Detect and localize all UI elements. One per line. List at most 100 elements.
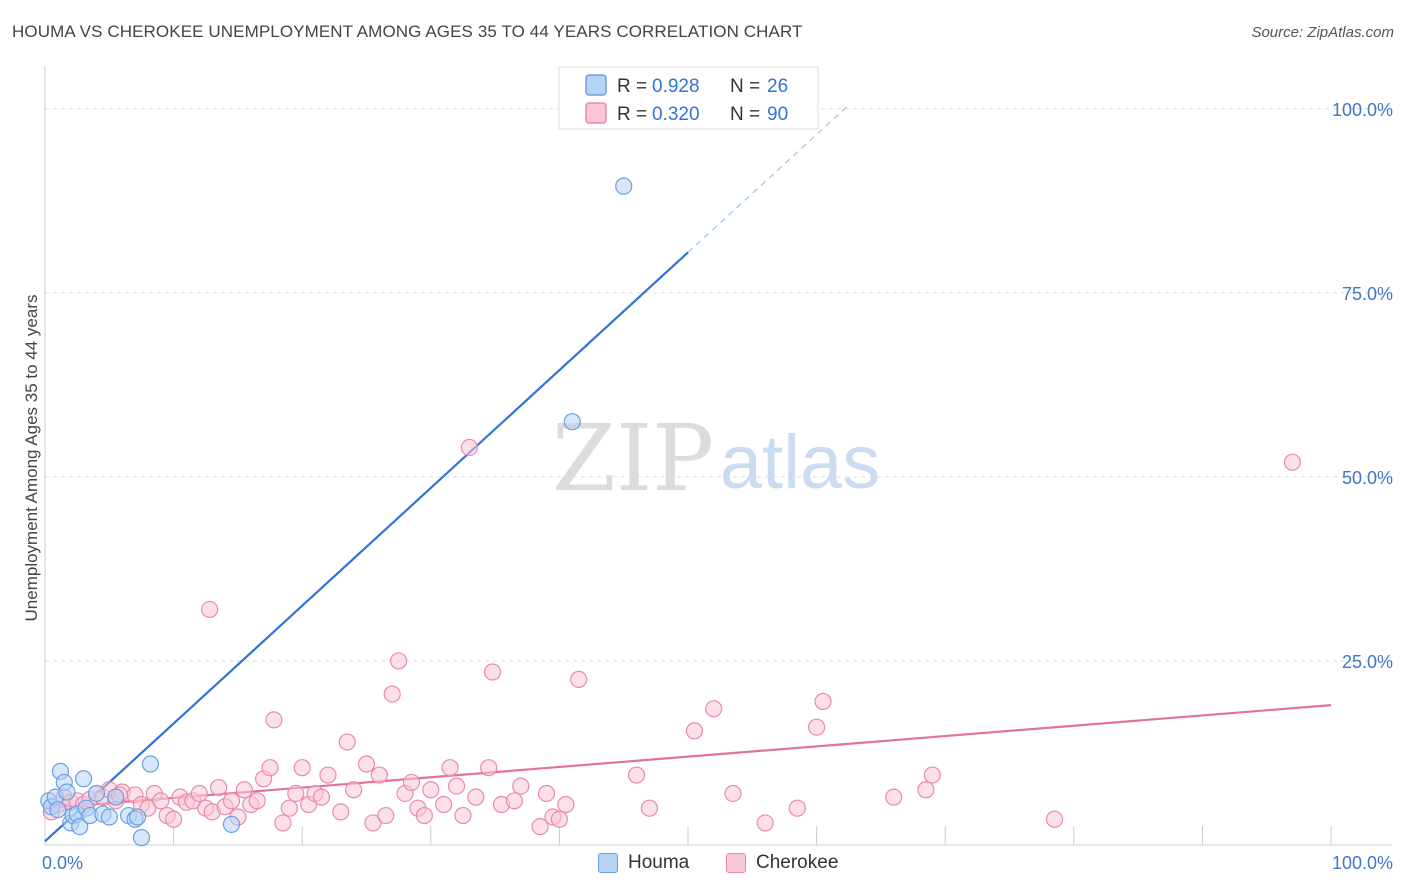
cherokee-point (265, 711, 283, 729)
houma-point (71, 817, 89, 836)
cherokee-point (885, 788, 903, 806)
cherokee-point (338, 733, 356, 751)
legend-r-label: R = (617, 76, 647, 97)
houma-point (222, 815, 241, 833)
houma-trend-line (44, 251, 689, 843)
legend-item-cherokee: Cherokee (726, 852, 838, 874)
cherokee-point (235, 781, 253, 799)
cherokee-point (447, 777, 466, 795)
houma-swatch (598, 853, 618, 873)
watermark: ZIP atlas (552, 405, 880, 512)
cherokee-point (483, 663, 502, 681)
cherokee-point (261, 759, 279, 777)
cherokee-point (293, 759, 311, 777)
cherokee-point (248, 792, 266, 810)
houma-point (107, 788, 125, 806)
cherokee-point (460, 438, 478, 457)
x-tick-label: 0.0% (42, 853, 83, 873)
cherokee-point (370, 766, 388, 784)
cherokee-point (280, 799, 298, 817)
cherokee-point (454, 806, 472, 825)
houma-point (58, 783, 76, 801)
houma-label: Houma (628, 852, 690, 873)
legend-n-value: 90 (767, 104, 788, 125)
cherokee-point (467, 788, 485, 806)
y-axis-label: Unemployment Among Ages 35 to 44 years (22, 295, 41, 622)
legend-r-label: R = (617, 104, 647, 125)
cherokee-point (152, 792, 170, 810)
y-tick-label: 50.0% (1342, 468, 1393, 488)
watermark-atlas: atlas (720, 420, 881, 505)
cherokee-point (705, 700, 723, 718)
cherokee-point (441, 759, 459, 777)
legend-n-label: N = (730, 104, 760, 125)
x-tick-label: 100.0% (1332, 853, 1393, 873)
cherokee-point (756, 814, 774, 832)
cherokee-point (685, 722, 704, 740)
cherokee-point (435, 795, 453, 814)
grid-layer (45, 108, 1392, 662)
cherokee-trend-line (44, 704, 1332, 810)
houma-trend-extension (687, 104, 850, 253)
cherokee-point (402, 773, 421, 792)
legend-item-houma: Houma (598, 852, 689, 874)
chart-title: HOUMA VS CHEROKEE UNEMPLOYMENT AMONG AGE… (12, 22, 803, 41)
cherokee-point (287, 784, 305, 803)
cherokee-point (814, 692, 832, 711)
cherokee-point (345, 781, 363, 799)
cherokee-point (274, 814, 292, 832)
cherokee-point (724, 784, 742, 803)
houma-point (87, 784, 106, 803)
cherokee-point (364, 814, 382, 832)
cherokee-point (201, 600, 219, 619)
legend-swatch-cherokee (585, 102, 607, 124)
cherokee-point (480, 759, 498, 777)
cherokee-label: Cherokee (756, 852, 839, 873)
legend-swatch-houma (585, 74, 607, 96)
cherokee-point (505, 792, 523, 810)
legend-r-value: 0.320 (652, 104, 700, 125)
cherokee-point (332, 803, 350, 821)
cherokee-point (1045, 810, 1064, 828)
cherokee-point (319, 766, 337, 784)
legend-r-value: 0.928 (652, 76, 700, 97)
houma-point (49, 801, 67, 819)
tick-labels: 25.0% 50.0% 75.0% 100.0% 0.0% 100.0% (42, 100, 1393, 873)
cherokee-point (165, 810, 183, 828)
trend-lines (44, 104, 1332, 843)
legend-n-label: N = (730, 76, 760, 97)
cherokee-point (531, 817, 549, 836)
cherokee-point (627, 766, 646, 784)
data-points (40, 177, 1302, 847)
houma-point (141, 755, 160, 773)
cherokee-point (917, 781, 935, 799)
cherokee-point (357, 755, 376, 773)
houma-point (132, 829, 151, 847)
cherokee-point (923, 766, 941, 784)
y-tick-label: 100.0% (1332, 100, 1393, 120)
source-label: Source: ZipAtlas.com (1251, 24, 1394, 41)
houma-point (128, 808, 147, 826)
cherokee-point (557, 795, 575, 814)
y-tick-label: 25.0% (1342, 652, 1393, 672)
cherokee-point (422, 781, 440, 799)
cherokee-point (222, 792, 241, 810)
cherokee-point (210, 778, 228, 797)
cherokee-point (640, 799, 659, 817)
legend-n-value: 26 (767, 76, 788, 97)
cherokee-point (570, 670, 588, 688)
cherokee-point (312, 788, 331, 806)
y-tick-label: 75.0% (1342, 284, 1393, 304)
cherokee-point (383, 685, 401, 703)
legend-box: R = 0.928 N = 26 R = 0.320 N = 90 (558, 66, 819, 130)
cherokee-point (807, 718, 826, 736)
cherokee-point (550, 810, 569, 828)
houma-point (615, 177, 633, 195)
cherokee-point (415, 806, 433, 825)
cherokee-point (1283, 453, 1302, 471)
cherokee-swatch (726, 853, 746, 873)
cherokee-point (390, 652, 408, 670)
houma-point (563, 413, 581, 431)
houma-point (74, 770, 93, 788)
